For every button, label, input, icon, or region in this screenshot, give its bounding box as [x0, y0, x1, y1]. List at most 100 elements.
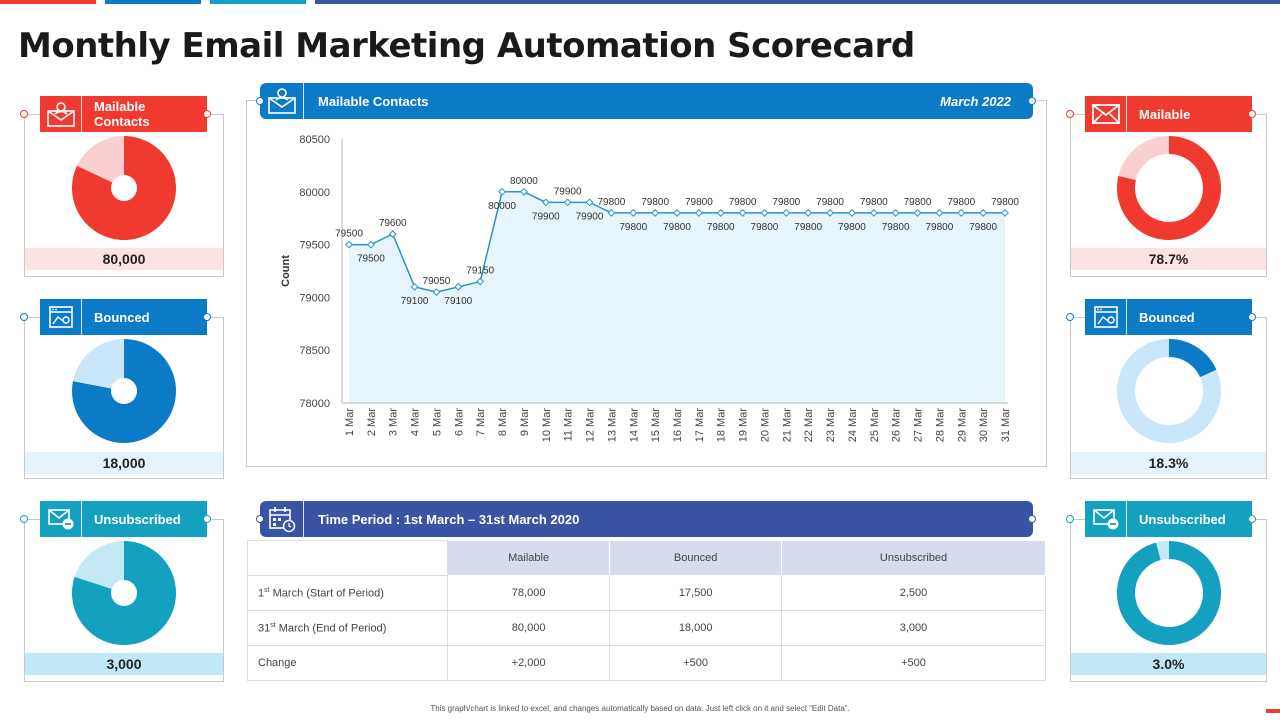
mail-unsubscribe-icon — [40, 501, 82, 537]
connector-dot — [1066, 515, 1074, 523]
data-point — [848, 209, 856, 217]
data-point — [607, 209, 616, 217]
tag-label: Mailable — [1139, 106, 1191, 122]
table-header-blank — [247, 540, 448, 576]
data-point — [694, 209, 703, 217]
connector-dot — [256, 515, 264, 523]
right-card-unsubscribed: 3.0% — [1070, 519, 1267, 682]
top-accent-teal — [210, 0, 306, 4]
data-label: 79800 — [947, 197, 975, 208]
data-label: 79800 — [794, 222, 822, 233]
left-card-mailable-contacts: 80,000 — [24, 114, 224, 277]
chart-banner-label: Mailable Contacts — [318, 93, 429, 109]
calendar-clock-icon — [260, 501, 304, 537]
data-point — [826, 209, 834, 217]
data-point — [869, 209, 878, 217]
unsubscribed-percent: 3.0% — [1152, 656, 1185, 672]
data-label: 79800 — [925, 222, 953, 233]
data-label: 79800 — [597, 197, 625, 208]
table-banner: Time Period : 1st March – 31st March 202… — [260, 501, 1033, 537]
data-point — [651, 209, 660, 217]
data-label: 79800 — [729, 197, 757, 208]
mailable-contacts-value: 80,000 — [102, 251, 146, 267]
data-label: 79800 — [882, 222, 910, 233]
x-tick-label: 17 Mar — [694, 408, 706, 443]
x-tick-label: 25 Mar — [869, 408, 881, 443]
tag-unsubscribed: Unsubscribed — [40, 501, 207, 537]
data-label: 79800 — [969, 222, 997, 233]
connector-dot — [1248, 515, 1256, 523]
x-tick-label: 10 Mar — [541, 408, 553, 443]
x-tick-label: 2 Mar — [366, 408, 378, 436]
x-tick-label: 9 Mar — [519, 408, 531, 436]
x-tick-label: 29 Mar — [956, 408, 968, 443]
scorecard-table: Mailable Bounced Unsubscribed 1st March … — [247, 540, 1046, 681]
pie-center-hole — [111, 580, 137, 606]
table-cell: 78,000 — [446, 575, 611, 611]
x-tick-label: 5 Mar — [431, 408, 443, 436]
tag-mailable: Mailable — [1085, 96, 1252, 132]
data-label: 79800 — [838, 222, 866, 233]
data-label: 79900 — [554, 186, 582, 197]
data-point — [891, 209, 900, 217]
chart-banner-date: March 2022 — [940, 93, 1011, 109]
data-point — [957, 209, 966, 217]
chart-banner: Mailable Contacts March 2022 — [260, 83, 1033, 119]
corner-accent — [1266, 709, 1280, 713]
tag-label: Bounced — [94, 309, 150, 325]
x-tick-label: 8 Mar — [497, 408, 509, 436]
data-label: 79800 — [707, 222, 735, 233]
x-tick-label: 15 Mar — [650, 408, 662, 443]
y-tick-label: 80000 — [299, 187, 330, 199]
table-header-row: Mailable Bounced Unsubscribed — [247, 540, 1046, 576]
connector-dot — [1248, 110, 1256, 118]
data-point — [432, 288, 441, 297]
top-accent-red — [0, 0, 96, 4]
data-point — [498, 187, 506, 196]
y-tick-label: 79500 — [299, 240, 330, 252]
table-cell: +2,000 — [446, 645, 611, 681]
mail-envelope-icon — [1085, 96, 1127, 132]
connector-dot — [203, 313, 211, 321]
data-label: 79100 — [401, 296, 429, 307]
x-tick-label: 23 Mar — [825, 408, 837, 443]
connector-dot — [1028, 97, 1036, 105]
right-card-mailable: 78.7% — [1070, 114, 1267, 277]
y-tick-label: 80500 — [299, 134, 330, 146]
value-bar: 18.3% — [1071, 452, 1266, 474]
x-tick-label: 20 Mar — [759, 408, 771, 443]
x-tick-label: 13 Mar — [606, 408, 618, 443]
row-ordinal-suffix: st — [270, 621, 276, 629]
row-label-text: March (End of Period) — [275, 622, 387, 635]
connector-dot — [20, 313, 28, 321]
x-tick-label: 1 Mar — [344, 408, 356, 436]
row-ordinal: 1 — [258, 587, 265, 600]
data-label: 79600 — [379, 218, 407, 229]
data-point — [454, 282, 463, 291]
data-point — [563, 198, 572, 207]
data-point — [673, 209, 681, 217]
donut-chart-unsubscribed — [1117, 541, 1221, 645]
value-bar: 3.0% — [1071, 653, 1266, 675]
data-point — [935, 209, 944, 217]
connector-dot — [203, 110, 211, 118]
connector-dot — [20, 515, 28, 523]
x-tick-label: 18 Mar — [716, 408, 728, 443]
donut-arc-mailable — [1117, 136, 1221, 240]
data-label: 79800 — [619, 222, 647, 233]
tag-label: Bounced — [1139, 309, 1195, 325]
right-card-bounced: 18.3% — [1070, 317, 1267, 479]
pie-chart-unsubscribed — [72, 541, 176, 645]
table-cell: 17,500 — [609, 575, 783, 611]
data-point — [541, 198, 550, 207]
x-tick-label: 31 Mar — [1000, 408, 1012, 443]
mailable-percent: 78.7% — [1148, 251, 1189, 267]
x-tick-label: 14 Mar — [628, 408, 640, 443]
table-banner-label: Time Period : 1st March – 31st March 202… — [318, 511, 580, 527]
row-ordinal-suffix: st — [264, 586, 270, 594]
top-accent-blue — [105, 0, 201, 4]
value-bar: 3,000 — [25, 653, 223, 675]
row-label-text: March (Start of Period) — [269, 587, 384, 600]
connector-dot — [1248, 313, 1256, 321]
footnote: This graph/chart is linked to excel, and… — [430, 704, 850, 713]
